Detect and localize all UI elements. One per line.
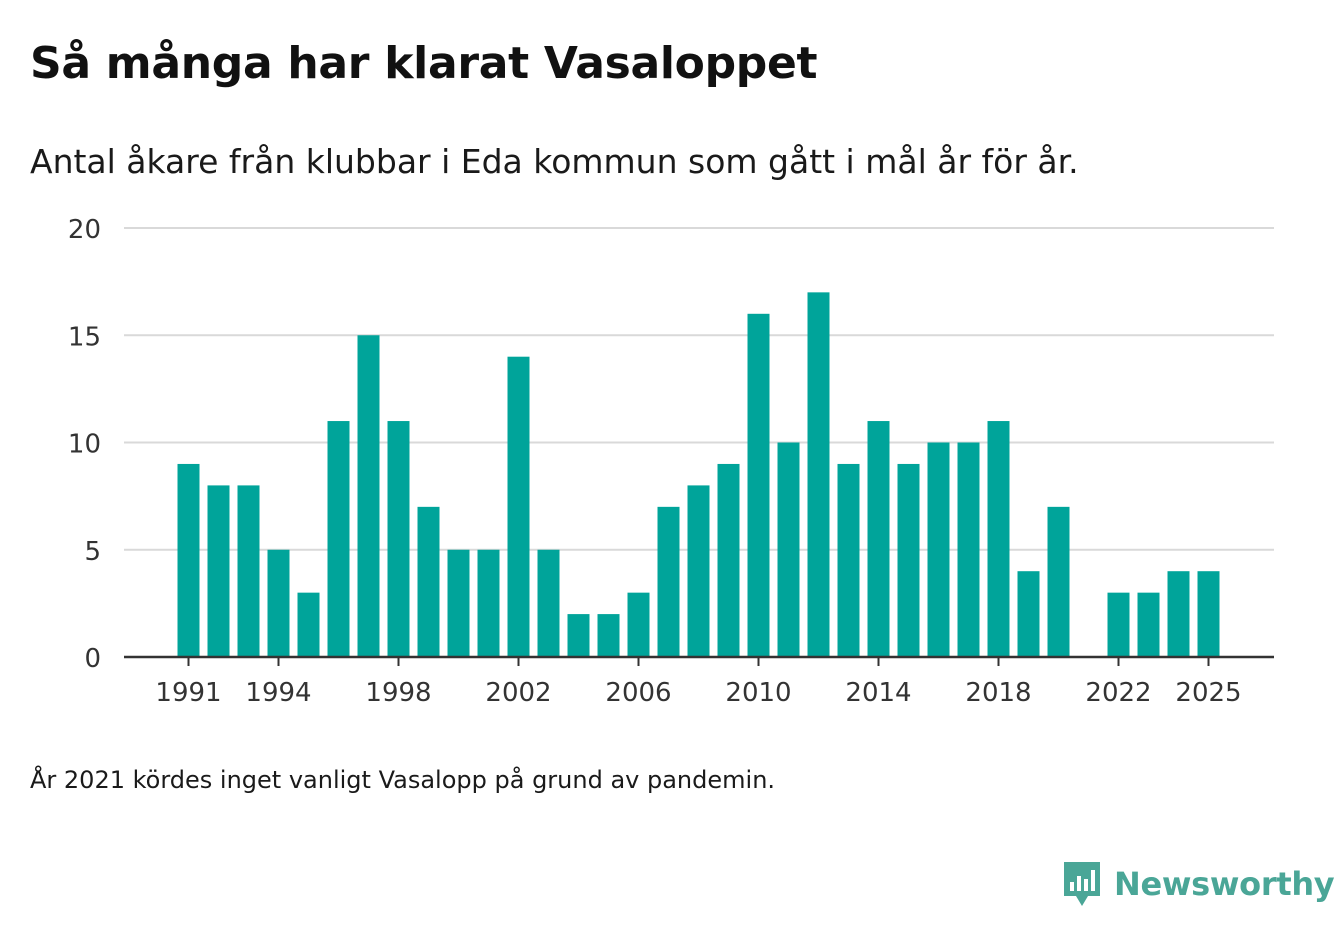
bar: [777, 442, 800, 657]
bar: [357, 335, 380, 657]
bar: [387, 421, 410, 657]
y-tick-label: 0: [84, 644, 101, 674]
footnote: År 2021 kördes inget vanligt Vasalopp på…: [30, 766, 776, 794]
bar: [957, 442, 980, 657]
bar: [1047, 506, 1070, 657]
bar: [537, 549, 560, 657]
bar: [417, 506, 440, 657]
bar: [597, 614, 620, 657]
bar: [987, 421, 1010, 657]
x-tick-label: 2025: [1175, 678, 1241, 708]
brand-logo[interactable]: Newsworthy: [1062, 860, 1335, 908]
bar-chart: 0 5 10 15 20 1991 1994 1998 2002 2006 2010 2014 201…: [68, 215, 1274, 708]
x-tick-label: 1994: [245, 678, 311, 708]
x-tick-label: 2018: [965, 678, 1031, 708]
bars: [177, 292, 1220, 657]
bar: [447, 549, 470, 657]
bar: [717, 463, 740, 657]
bar: [747, 313, 770, 657]
chart-subtitle: Antal åkare från klubbar i Eda kommun so…: [30, 142, 1079, 181]
bar: [867, 421, 890, 657]
bar: [327, 421, 350, 657]
bar: [477, 549, 500, 657]
bar: [1137, 592, 1160, 657]
x-tick-label: 1991: [155, 678, 221, 708]
bar: [657, 506, 680, 657]
bar: [1017, 571, 1040, 657]
bar: [837, 463, 860, 657]
bar: [297, 592, 320, 657]
bar: [1197, 571, 1220, 657]
bar: [237, 485, 260, 657]
x-tick-label: 2006: [605, 678, 671, 708]
bar: [1107, 592, 1130, 657]
bar: [897, 463, 920, 657]
bar: [567, 614, 590, 657]
bar: [207, 485, 230, 657]
y-tick-label: 10: [68, 430, 101, 460]
bar: [627, 592, 650, 657]
bar: [1167, 571, 1190, 657]
bar: [807, 292, 830, 657]
bar: [507, 356, 530, 657]
y-tick-label: 5: [84, 537, 101, 567]
bar: [687, 485, 710, 657]
newsworthy-logo-icon: [1064, 862, 1100, 906]
x-tick-label: 2014: [845, 678, 911, 708]
x-tick-label: 2010: [725, 678, 791, 708]
y-tick-label: 20: [68, 215, 101, 245]
bar: [927, 442, 950, 657]
x-tick-label: 1998: [365, 678, 431, 708]
bar: [267, 549, 290, 657]
brand-name: Newsworthy: [1114, 865, 1335, 903]
x-tick-label: 2022: [1085, 678, 1151, 708]
y-tick-label: 15: [68, 322, 101, 352]
bar: [177, 463, 200, 657]
chart-title: Så många har klarat Vasaloppet: [30, 38, 818, 89]
x-axis: 1991 1994 1998 2002 2006 2010 2014 2018 2022 2025: [124, 655, 1274, 708]
x-tick-label: 2002: [485, 678, 551, 708]
